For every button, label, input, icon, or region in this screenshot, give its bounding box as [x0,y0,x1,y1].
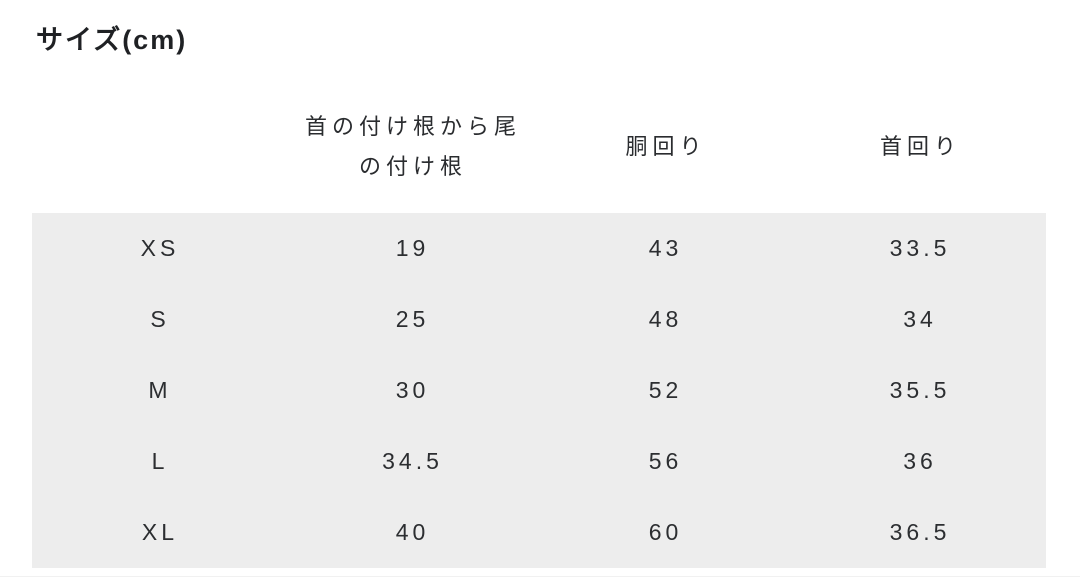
cell-neck-girth: 33.5 [889,235,951,261]
column-header-body-length-line2: の付け根 [358,153,467,179]
column-header-neck-girth: 首回り [790,80,1046,213]
cell-neck-girth: 35.5 [889,377,951,403]
cell-chest-girth: 52 [648,377,683,403]
cell-size-label: XS [140,235,180,261]
cell-neck-girth: 34 [903,306,937,332]
cell-size-label: L [151,448,169,474]
cell-body-length: 25 [395,306,430,332]
cell-chest-girth: 48 [648,306,683,332]
column-header-chest-girth: 胴回り [537,80,790,213]
cell-body-length: 34.5 [382,448,443,474]
cell-neck-girth: 36 [903,448,937,474]
table-bottom-divider [0,576,1080,577]
cell-size-label: S [150,306,170,332]
size-chart-table: 首の付け根から尾 の付け根 胴回り 首回り XS 19 43 33.5 S 25 48 34 M 3… [32,80,1046,568]
table-header-row: 首の付け根から尾 の付け根 胴回り 首回り [32,80,1046,213]
cell-chest-girth: 56 [648,448,683,474]
table-row: L 34.5 56 36 [32,426,1046,497]
column-header-body-length-line1: 首の付け根から尾 [304,113,521,139]
table-body: XS 19 43 33.5 S 25 48 34 M 30 52 35.5 L 34.5 56 36 XL 40 6… [32,213,1046,568]
cell-chest-girth: 60 [648,519,683,545]
cell-body-length: 30 [395,377,430,403]
column-header-body-length: 首の付け根から尾 の付け根 [284,80,537,213]
column-header-size [32,80,284,213]
table-row: M 30 52 35.5 [32,355,1046,426]
cell-neck-girth: 36.5 [889,519,951,545]
cell-chest-girth: 43 [648,235,683,261]
cell-size-label: XL [141,519,179,545]
cell-body-length: 19 [395,235,430,261]
table-row: S 25 48 34 [32,284,1046,355]
page-title: サイズ(cm) [36,25,188,55]
cell-body-length: 40 [395,519,430,545]
table-row: XS 19 43 33.5 [32,213,1046,284]
cell-size-label: M [148,377,172,403]
table-row: XL 40 60 36.5 [32,497,1046,568]
table-header: 首の付け根から尾 の付け根 胴回り 首回り [32,80,1046,213]
